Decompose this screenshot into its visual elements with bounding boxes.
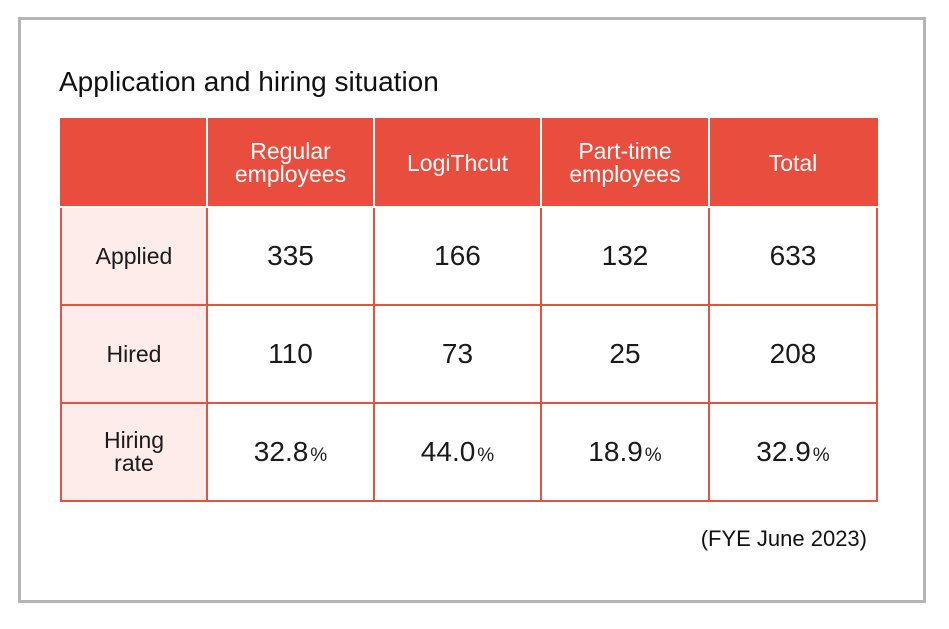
header-part-time-employees: Part-time employees [540,118,710,208]
row-label: Hired [60,304,208,404]
cell-value: 44.0 [420,436,476,467]
table-cell: 633 [708,206,878,306]
cell-value: 25 [609,338,641,369]
table-cell: 44.0% [373,402,542,502]
table-cell: 208 [708,304,878,404]
table-header-row: Regular employees LogiThcut Part-time empl… [60,118,878,208]
header-regular-employees: Regular employees [206,118,375,208]
table-cell: 32.8% [206,402,375,502]
hiring-table: Regular employees LogiThcut Part-time empl… [60,118,878,502]
table-cell: 18.9% [540,402,710,502]
table-cell: 73 [373,304,542,404]
column-header-label: Part-time employees [569,138,681,187]
cell-unit: % [477,445,495,466]
table-cell: 166 [373,206,542,306]
cell-unit: % [310,445,328,466]
header-total: Total [708,118,878,208]
table-cell: 110 [206,304,375,404]
cell-unit: % [812,445,830,466]
cell-value: 132 [601,240,649,271]
column-header-label: Regular employees [234,138,347,187]
table-row: Hired 110 73 25 208 [60,304,878,404]
cell-value: 32.9 [756,436,811,467]
table-row: Hiring rate 32.8% 44.0% 18.9% 32.9% [60,402,878,502]
fiscal-year-note: (FYE June 2023) [700,526,867,551]
cell-value: 18.9 [588,436,643,467]
cell-value: 110 [268,338,313,369]
cell-value: 335 [267,240,314,271]
table-row: Applied 335 166 132 633 [60,206,878,306]
cell-value: 32.8 [253,436,309,467]
column-header-label: LogiThcut [406,149,508,176]
cell-value: 166 [434,240,481,271]
table-cell: 25 [540,304,710,404]
cell-unit: % [644,445,662,466]
cell-value: 633 [769,240,817,271]
column-header-label: Total [768,149,818,176]
table-cell: 132 [540,206,710,306]
table-body: Applied 335 166 132 633 Hired 110 73 25 208 Hiring… [60,206,878,502]
table-cell: 32.9% [708,402,878,502]
row-label: Applied [60,206,208,306]
cell-value: 208 [769,338,817,369]
header-corner [60,118,208,208]
cell-value: 73 [441,338,474,369]
row-label: Hiring rate [60,402,208,502]
header-logithcut: LogiThcut [373,118,542,208]
table-cell: 335 [206,206,375,306]
figure-title: Application and hiring situation [59,66,439,97]
